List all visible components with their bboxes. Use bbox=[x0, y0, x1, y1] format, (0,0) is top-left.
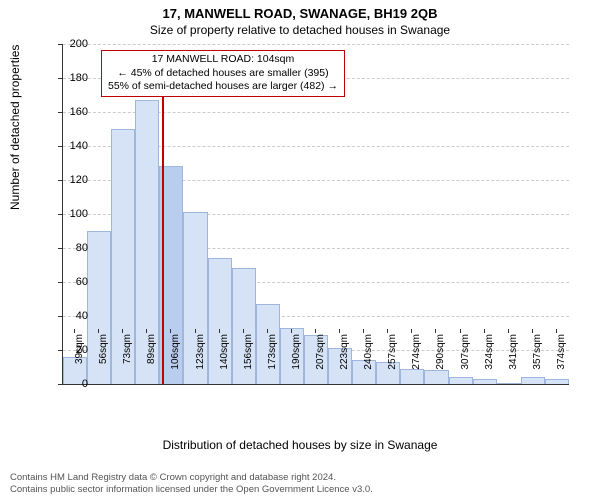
x-tick-label: 207sqm bbox=[315, 334, 326, 370]
x-tick-mark bbox=[339, 329, 340, 333]
x-tick-mark bbox=[435, 329, 436, 333]
x-tick-label: 290sqm bbox=[435, 334, 446, 370]
x-tick: 106sqm bbox=[158, 330, 182, 390]
y-tick-label: 20 bbox=[58, 344, 88, 356]
x-tick-mark bbox=[195, 329, 196, 333]
x-tick: 207sqm bbox=[303, 330, 327, 390]
x-ticks: 39sqm56sqm73sqm89sqm106sqm123sqm140sqm15… bbox=[62, 330, 568, 390]
x-tick-label: 73sqm bbox=[122, 334, 133, 364]
x-tick-label: 223sqm bbox=[339, 334, 350, 370]
x-tick: 89sqm bbox=[134, 330, 158, 390]
y-tick-label: 100 bbox=[58, 208, 88, 220]
footer-attribution: Contains HM Land Registry data © Crown c… bbox=[10, 472, 373, 496]
x-tick: 290sqm bbox=[423, 330, 447, 390]
x-tick: 140sqm bbox=[207, 330, 231, 390]
x-tick-mark bbox=[219, 329, 220, 333]
x-tick: 190sqm bbox=[279, 330, 303, 390]
x-tick: 240sqm bbox=[351, 330, 375, 390]
x-tick-mark bbox=[460, 329, 461, 333]
x-tick-mark bbox=[146, 329, 147, 333]
x-tick-label: 257sqm bbox=[387, 334, 398, 370]
x-tick-label: 173sqm bbox=[267, 334, 278, 370]
x-tick-mark bbox=[170, 329, 171, 333]
y-tick-label: 120 bbox=[58, 174, 88, 186]
x-tick: 223sqm bbox=[327, 330, 351, 390]
annotation-line3: 55% of semi-detached houses are larger (… bbox=[108, 80, 338, 94]
x-tick-label: 156sqm bbox=[243, 334, 254, 370]
x-tick-label: 190sqm bbox=[291, 334, 302, 370]
y-axis-label: Number of detached properties bbox=[8, 45, 22, 210]
y-tick-label: 40 bbox=[58, 310, 88, 322]
x-tick-mark bbox=[484, 329, 485, 333]
x-tick-label: 341sqm bbox=[508, 334, 519, 370]
x-tick: 324sqm bbox=[472, 330, 496, 390]
x-tick-mark bbox=[387, 329, 388, 333]
chart-title: 17, MANWELL ROAD, SWANAGE, BH19 2QB bbox=[0, 0, 600, 21]
x-tick-label: 56sqm bbox=[98, 334, 109, 364]
x-tick: 307sqm bbox=[448, 330, 472, 390]
x-tick-mark bbox=[508, 329, 509, 333]
y-tick-label: 140 bbox=[58, 140, 88, 152]
chart-container: 17, MANWELL ROAD, SWANAGE, BH19 2QB Size… bbox=[0, 0, 600, 500]
x-tick-mark bbox=[243, 329, 244, 333]
x-tick-mark bbox=[122, 329, 123, 333]
x-tick-label: 240sqm bbox=[363, 334, 374, 370]
x-tick: 123sqm bbox=[182, 330, 206, 390]
x-tick-label: 324sqm bbox=[484, 334, 495, 370]
x-tick-mark bbox=[267, 329, 268, 333]
x-tick: 73sqm bbox=[110, 330, 134, 390]
x-tick-mark bbox=[98, 329, 99, 333]
x-tick-label: 140sqm bbox=[219, 334, 230, 370]
y-tick-label: 0 bbox=[58, 378, 88, 390]
x-tick: 257sqm bbox=[375, 330, 399, 390]
x-tick-mark bbox=[363, 329, 364, 333]
x-tick-label: 274sqm bbox=[411, 334, 422, 370]
x-tick-label: 374sqm bbox=[556, 334, 567, 370]
x-tick: 156sqm bbox=[231, 330, 255, 390]
x-tick-label: 123sqm bbox=[195, 334, 206, 370]
y-tick-label: 80 bbox=[58, 242, 88, 254]
y-tick-label: 180 bbox=[58, 72, 88, 84]
chart-area: 17 MANWELL ROAD: 104sqm ← 45% of detache… bbox=[62, 44, 568, 384]
x-tick: 374sqm bbox=[544, 330, 568, 390]
x-tick: 341sqm bbox=[496, 330, 520, 390]
x-tick-label: 106sqm bbox=[170, 334, 181, 370]
footer-line1: Contains HM Land Registry data © Crown c… bbox=[10, 472, 373, 484]
x-tick-mark bbox=[556, 329, 557, 333]
y-tick-label: 60 bbox=[58, 276, 88, 288]
annotation-box: 17 MANWELL ROAD: 104sqm ← 45% of detache… bbox=[101, 50, 345, 97]
chart-subtitle: Size of property relative to detached ho… bbox=[0, 21, 600, 37]
x-axis-label: Distribution of detached houses by size … bbox=[0, 438, 600, 452]
x-tick-mark bbox=[411, 329, 412, 333]
x-tick-mark bbox=[315, 329, 316, 333]
x-tick-label: 307sqm bbox=[460, 334, 471, 370]
x-tick-mark bbox=[74, 329, 75, 333]
y-tick-label: 200 bbox=[58, 38, 88, 50]
x-tick-mark bbox=[532, 329, 533, 333]
annotation-line2: ← 45% of detached houses are smaller (39… bbox=[108, 67, 338, 81]
x-tick: 274sqm bbox=[399, 330, 423, 390]
footer-line2: Contains public sector information licen… bbox=[10, 484, 373, 496]
annotation-line1: 17 MANWELL ROAD: 104sqm bbox=[108, 53, 338, 67]
y-tick-label: 160 bbox=[58, 106, 88, 118]
x-tick: 173sqm bbox=[255, 330, 279, 390]
x-tick: 56sqm bbox=[86, 330, 110, 390]
x-tick: 357sqm bbox=[520, 330, 544, 390]
x-tick-label: 89sqm bbox=[146, 334, 157, 364]
x-tick-mark bbox=[291, 329, 292, 333]
x-tick-label: 357sqm bbox=[532, 334, 543, 370]
